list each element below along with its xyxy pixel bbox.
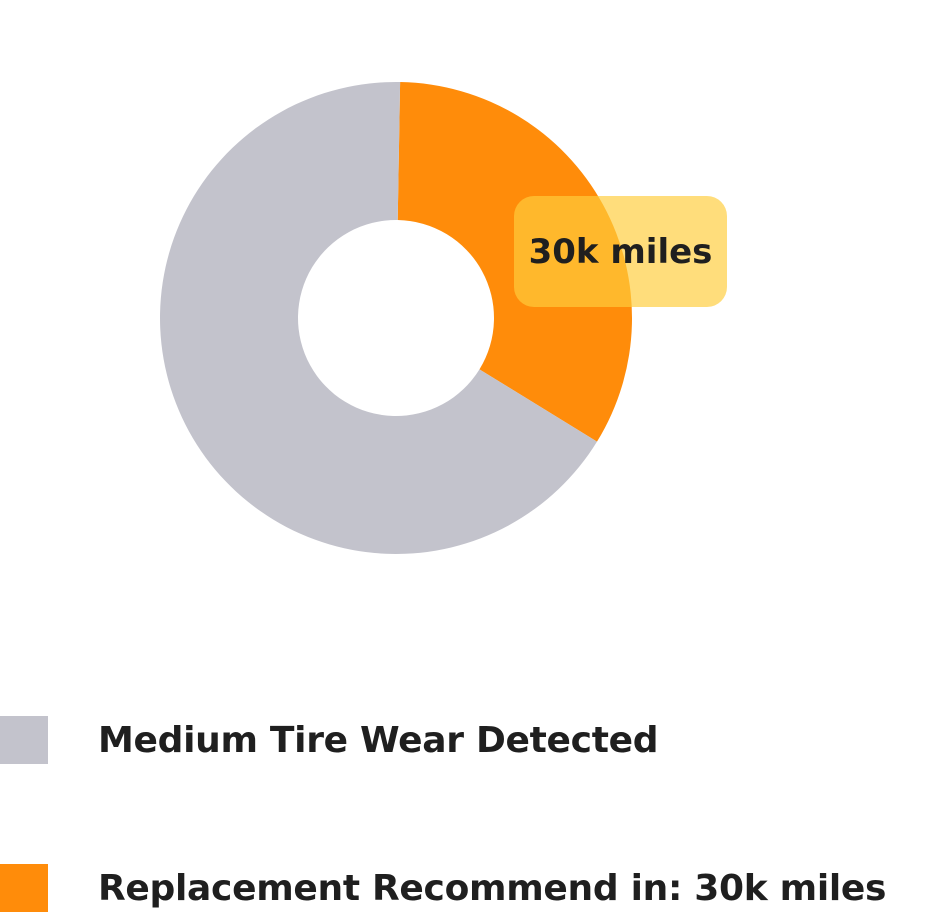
annotation-label: 30k miles (528, 231, 713, 272)
annotation-callout: 30k miles (514, 196, 727, 307)
legend-swatch-orange (0, 864, 48, 912)
donut-chart (160, 81, 632, 554)
slice-medium-tire-wear (160, 81, 598, 554)
legend-label: Replacement Recommend in: 30k miles (98, 867, 887, 909)
legend-label: Medium Tire Wear Detected (98, 719, 659, 761)
legend-item-medium-tire-wear: Medium Tire Wear Detected (0, 712, 659, 768)
legend-item-replacement: Replacement Recommend in: 30k miles (0, 860, 886, 916)
legend-swatch-gray (0, 716, 48, 764)
